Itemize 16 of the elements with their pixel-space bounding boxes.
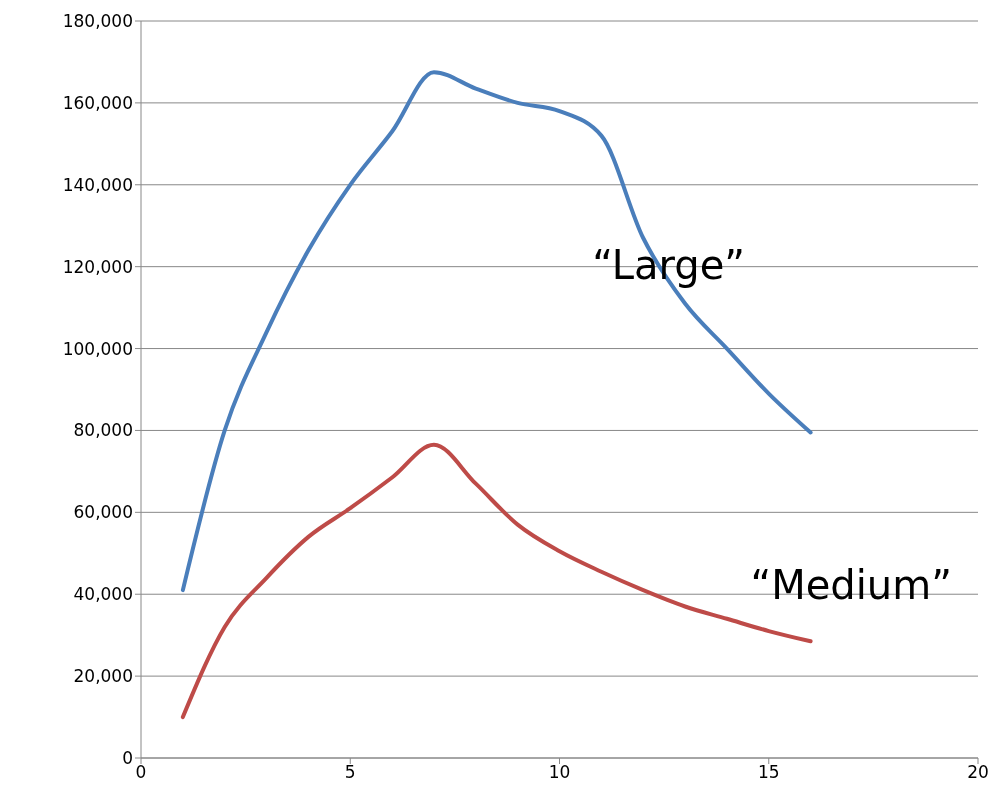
x-tick-label: 15: [757, 762, 780, 783]
y-tick-label: 100,000: [62, 338, 133, 359]
y-tick-label: 40,000: [73, 584, 133, 605]
x-tick-label: 0: [135, 762, 147, 783]
y-tick-label: 60,000: [73, 502, 133, 523]
y-tick-label: 180,000: [62, 11, 133, 32]
series-label: “Medium”: [750, 561, 952, 608]
x-tick-label: 10: [548, 762, 571, 783]
y-tick-label: 140,000: [62, 174, 133, 195]
y-tick-label: 0: [122, 748, 133, 769]
y-tick-label: 80,000: [73, 420, 133, 441]
x-tick-label: 20: [967, 762, 989, 783]
x-tick-label: 5: [344, 762, 356, 783]
y-tick-label: 160,000: [62, 92, 133, 113]
y-tick-label: 20,000: [73, 666, 133, 687]
y-tick-label: 120,000: [62, 256, 133, 277]
